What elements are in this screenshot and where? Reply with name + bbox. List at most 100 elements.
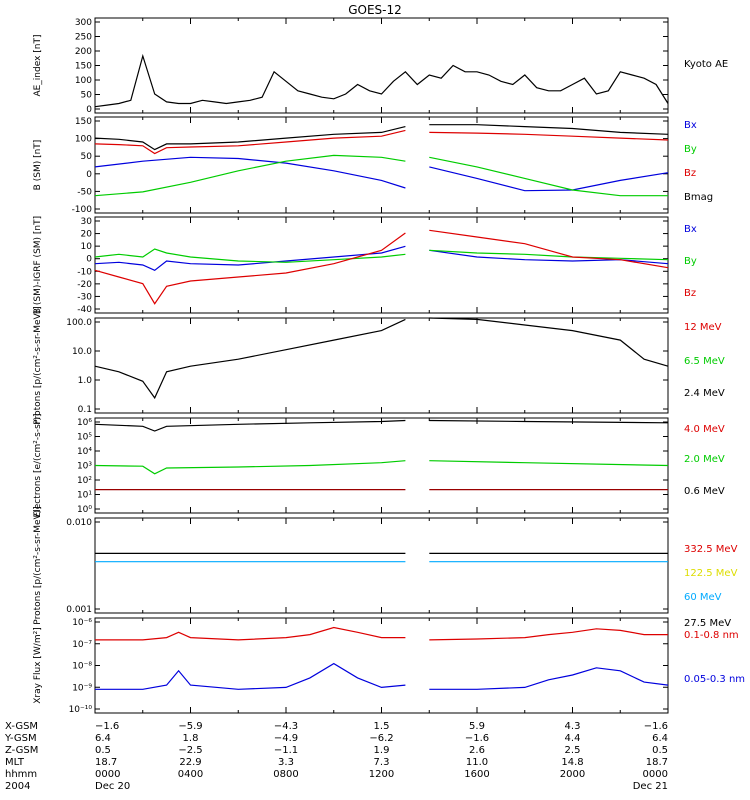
- y-tick-label: 50: [81, 152, 93, 162]
- y-tick-label: 0.1: [78, 405, 92, 415]
- ephem-value: 4.4: [565, 733, 581, 744]
- panel-frame: [94, 116, 669, 214]
- legend-entry: 0.05-0.3 nm: [684, 674, 745, 685]
- ephem-row-label: hhmm: [5, 769, 37, 780]
- ephem-value: 4.3: [565, 721, 581, 732]
- ephem-value: 5.9: [469, 721, 485, 732]
- legend-entry: By: [684, 256, 697, 267]
- panel-frame: [94, 216, 669, 314]
- y-tick-label: 150: [75, 117, 92, 127]
- panel-frame: [94, 417, 669, 514]
- legend-entry: 2.4 MeV: [684, 388, 725, 399]
- y-tick-label: -30: [77, 292, 92, 302]
- ephem-value: 0000: [643, 769, 668, 780]
- ephem-value: −5.9: [178, 721, 202, 732]
- legend-entry: 4.0 MeV: [684, 424, 725, 435]
- chart-title: GOES-12: [348, 3, 402, 17]
- ephem-value: −1.6: [465, 733, 489, 744]
- ephem-value: 7.3: [374, 757, 390, 768]
- y-tick-label: 100: [75, 135, 92, 145]
- y-tick-label: 300: [75, 18, 92, 28]
- y-axis-label: B (SM) [nT]: [33, 140, 43, 191]
- ephem-value: 2.5: [565, 745, 581, 756]
- series-line-bx: [94, 245, 669, 271]
- y-tick-label: 10⁻⁹: [72, 683, 92, 693]
- ephem-value: −2.5: [178, 745, 202, 756]
- series-line-bmag: [94, 124, 669, 151]
- ephem-value: −4.3: [274, 721, 298, 732]
- series-line-kyoto-ae: [94, 53, 669, 108]
- ephem-value: 1.5: [374, 721, 390, 732]
- legend-entry: 122.5 MeV: [684, 568, 738, 579]
- y-tick-label: 10⁴: [77, 447, 92, 457]
- series-line-0-05-0-3-nm: [95, 662, 669, 690]
- ephem-value: −1.6: [644, 721, 668, 732]
- ephem-value: 2.6: [469, 745, 485, 756]
- y-tick-label: 10⁻⁷: [72, 640, 92, 650]
- panel-5: 10⁰ 10¹ 10² 10³ 10⁴ 10⁵ 10⁶ Electrons [e/(cm²-s…: [33, 414, 725, 518]
- legend-entry: 60 MeV: [684, 592, 722, 603]
- series-line-0-1-0-8-nm: [95, 626, 668, 641]
- legend-entry: 27.5 MeV: [684, 618, 731, 629]
- ephem-value: 18.7: [646, 757, 668, 768]
- legend-entry: Bz: [684, 168, 696, 179]
- series-line-2-4-mev: [94, 317, 669, 400]
- y-tick-label: 100.0: [66, 318, 92, 328]
- y-tick-label: 0: [86, 170, 92, 180]
- panel-1: 0 50 100 150 200 250 300 AE_index [nT] Kyoto AE: [33, 17, 728, 115]
- ephem-value: 1600: [464, 769, 489, 780]
- panel-3: -40 -30 -20 -10 0 10 20 30 B (SM)-IGRF (SM) [nT]…: [33, 216, 697, 315]
- panel-frame: [94, 17, 669, 114]
- y-tick-label: 10⁶: [77, 418, 92, 428]
- y-tick-label: 0.010: [66, 518, 92, 528]
- y-tick-label: 0.001: [66, 605, 92, 615]
- ephem-value: 18.7: [95, 757, 117, 768]
- panel-7: 10⁻¹⁰ 10⁻⁹ 10⁻⁸ 10⁻⁷ 10⁻⁶ Xray Flux [W/m²] 0.1…: [33, 617, 745, 715]
- legend-entry: 12 MeV: [684, 322, 722, 333]
- ephem-value: Dec 21: [633, 781, 668, 792]
- ephem-value: −1.6: [95, 721, 119, 732]
- y-tick-label: 200: [75, 47, 92, 57]
- ephem-value: 0.5: [652, 745, 668, 756]
- y-axis-label: Protons [p/(cm²-s-sr-MeV)]: [33, 306, 43, 424]
- y-tick-label: 100: [75, 76, 92, 86]
- ephem-row-label: Z-GSM: [5, 745, 38, 756]
- ephem-value: 1.8: [183, 733, 199, 744]
- legend-entry: 2.0 MeV: [684, 454, 725, 465]
- ephem-value: 1.9: [374, 745, 390, 756]
- y-tick-label: -20: [77, 280, 92, 290]
- legend-entry: Bx: [684, 120, 697, 131]
- ephem-value: 1200: [369, 769, 394, 780]
- y-tick-label: 150: [75, 62, 92, 72]
- panel-frame: [94, 617, 669, 714]
- legend-entry: Kyoto AE: [684, 59, 728, 70]
- y-tick-label: 250: [75, 33, 92, 43]
- ephem-value: 22.9: [179, 757, 201, 768]
- y-tick-label: 10⁰: [77, 505, 92, 515]
- ephem-value: −1.1: [274, 745, 298, 756]
- y-tick-label: 10⁻⁸: [72, 662, 92, 672]
- y-axis-label: AE_index [nT]: [33, 34, 43, 96]
- ephem-value: 6.4: [95, 733, 111, 744]
- series-line-0-6-mev: [94, 419, 669, 432]
- series-line-bz: [94, 129, 669, 155]
- ephem-value: Dec 20: [95, 781, 130, 792]
- y-tick-label: -40: [77, 305, 92, 315]
- ephem-value: −4.9: [274, 733, 298, 744]
- y-tick-label: 1.0: [78, 376, 93, 386]
- y-axis-label: Protons [p/(cm²-s-sr-MeV)]: [33, 506, 43, 624]
- ephem-value: −6.2: [369, 733, 393, 744]
- legend-entry: 0.1-0.8 nm: [684, 630, 739, 641]
- legend-entry: 332.5 MeV: [684, 544, 738, 555]
- y-tick-label: 50: [81, 91, 93, 101]
- y-tick-label: 0: [86, 255, 92, 265]
- series-line-bz: [94, 229, 669, 305]
- ephem-row-label: Y-GSM: [4, 733, 37, 744]
- y-tick-label: 10⁻⁶: [72, 618, 92, 628]
- series-line-2-0-mev: [94, 460, 669, 475]
- ephem-value: 14.8: [561, 757, 583, 768]
- y-tick-label: -100: [72, 205, 93, 215]
- panel-6: 0.001 0.010 Protons [p/(cm²-s-sr-MeV)] 332.…: [33, 506, 738, 629]
- panel-4: 0.1 1.0 10.0 100.0 Protons [p/(cm²-s-sr-MeV)…: [33, 306, 725, 424]
